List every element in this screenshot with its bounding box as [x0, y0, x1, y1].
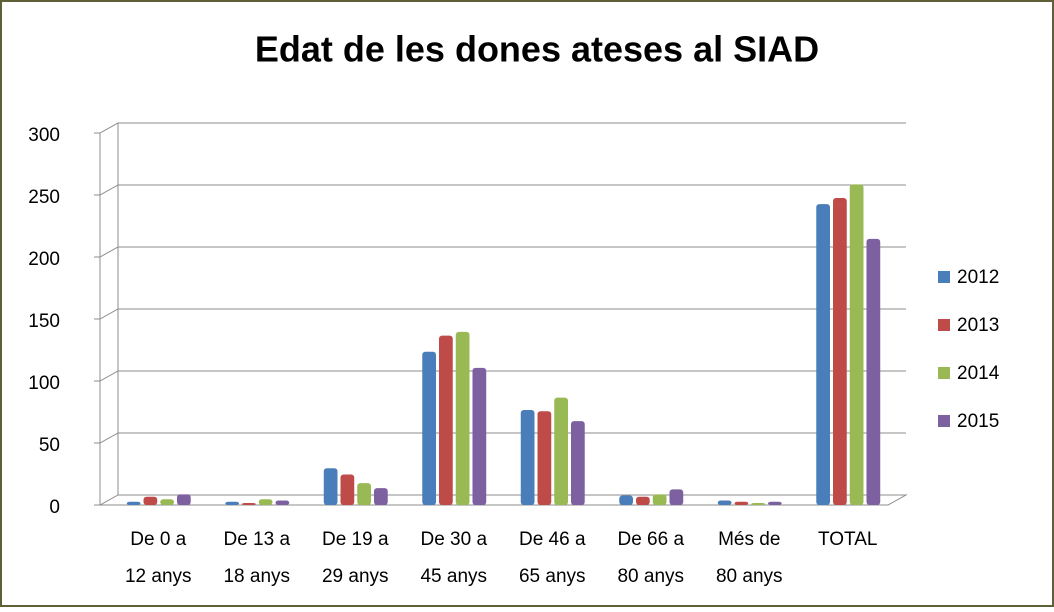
legend-swatch	[938, 367, 950, 379]
bar	[373, 488, 388, 505]
bar	[422, 351, 437, 505]
y-tick-label: 200	[28, 249, 60, 270]
legend-label: 2014	[957, 363, 1000, 384]
bar	[143, 496, 158, 505]
grid-line	[94, 122, 906, 134]
y-tick-label: 0	[49, 497, 60, 518]
y-tick-label: 300	[28, 125, 60, 146]
bar	[619, 495, 634, 505]
y-tick-label: 150	[28, 311, 60, 332]
legend-label: 2013	[957, 315, 999, 336]
bar	[472, 367, 487, 505]
grid-line	[94, 370, 906, 382]
bar	[717, 500, 732, 505]
grid-line	[94, 184, 906, 196]
bar	[520, 410, 535, 505]
bar	[833, 197, 847, 505]
bar	[225, 501, 240, 505]
bar	[652, 494, 667, 505]
grid-line	[94, 308, 906, 320]
bar	[357, 483, 371, 505]
bar	[734, 501, 749, 505]
bar	[455, 331, 470, 505]
y-tick-label: 50	[39, 435, 60, 456]
bar	[176, 494, 191, 505]
x-tick-label: De 19 a 29 anys	[322, 529, 389, 587]
bar	[570, 421, 585, 505]
bar	[258, 499, 273, 505]
legend-label: 2015	[957, 411, 999, 432]
bar	[767, 501, 782, 505]
grid-line	[94, 246, 906, 258]
bar	[849, 184, 864, 505]
x-tick-label: De 13 a 18 anys	[223, 529, 290, 587]
grid-line	[94, 432, 906, 444]
bar	[323, 468, 338, 505]
bar	[340, 474, 355, 505]
bar	[242, 503, 256, 505]
x-tick-label: De 46 a 65 anys	[519, 529, 586, 587]
legend-label: 2012	[957, 267, 999, 288]
x-tick-label: Més de 80 anys	[716, 529, 783, 587]
chart-title: Edat de les dones ateses al SIAD	[255, 29, 819, 70]
bar	[669, 489, 684, 505]
bar	[554, 397, 568, 505]
bar	[816, 204, 831, 505]
legend-swatch	[938, 271, 950, 283]
bar	[751, 503, 765, 505]
x-tick-label: De 66 a 80 anys	[617, 529, 684, 587]
y-tick-label: 250	[28, 187, 60, 208]
legend-swatch	[938, 319, 950, 331]
bar	[636, 496, 650, 505]
legend-swatch	[938, 415, 950, 427]
bar	[866, 238, 881, 505]
bar	[439, 335, 453, 505]
bar	[537, 411, 552, 505]
bar	[160, 499, 174, 505]
grid-line	[94, 494, 906, 506]
x-tick-label: TOTAL	[818, 529, 877, 550]
bar	[275, 500, 290, 505]
y-tick-label: 100	[28, 373, 60, 394]
x-tick-label: De 30 a 45 anys	[420, 529, 487, 587]
bar	[126, 501, 141, 505]
x-tick-label: De 0 a 12 anys	[125, 529, 192, 587]
